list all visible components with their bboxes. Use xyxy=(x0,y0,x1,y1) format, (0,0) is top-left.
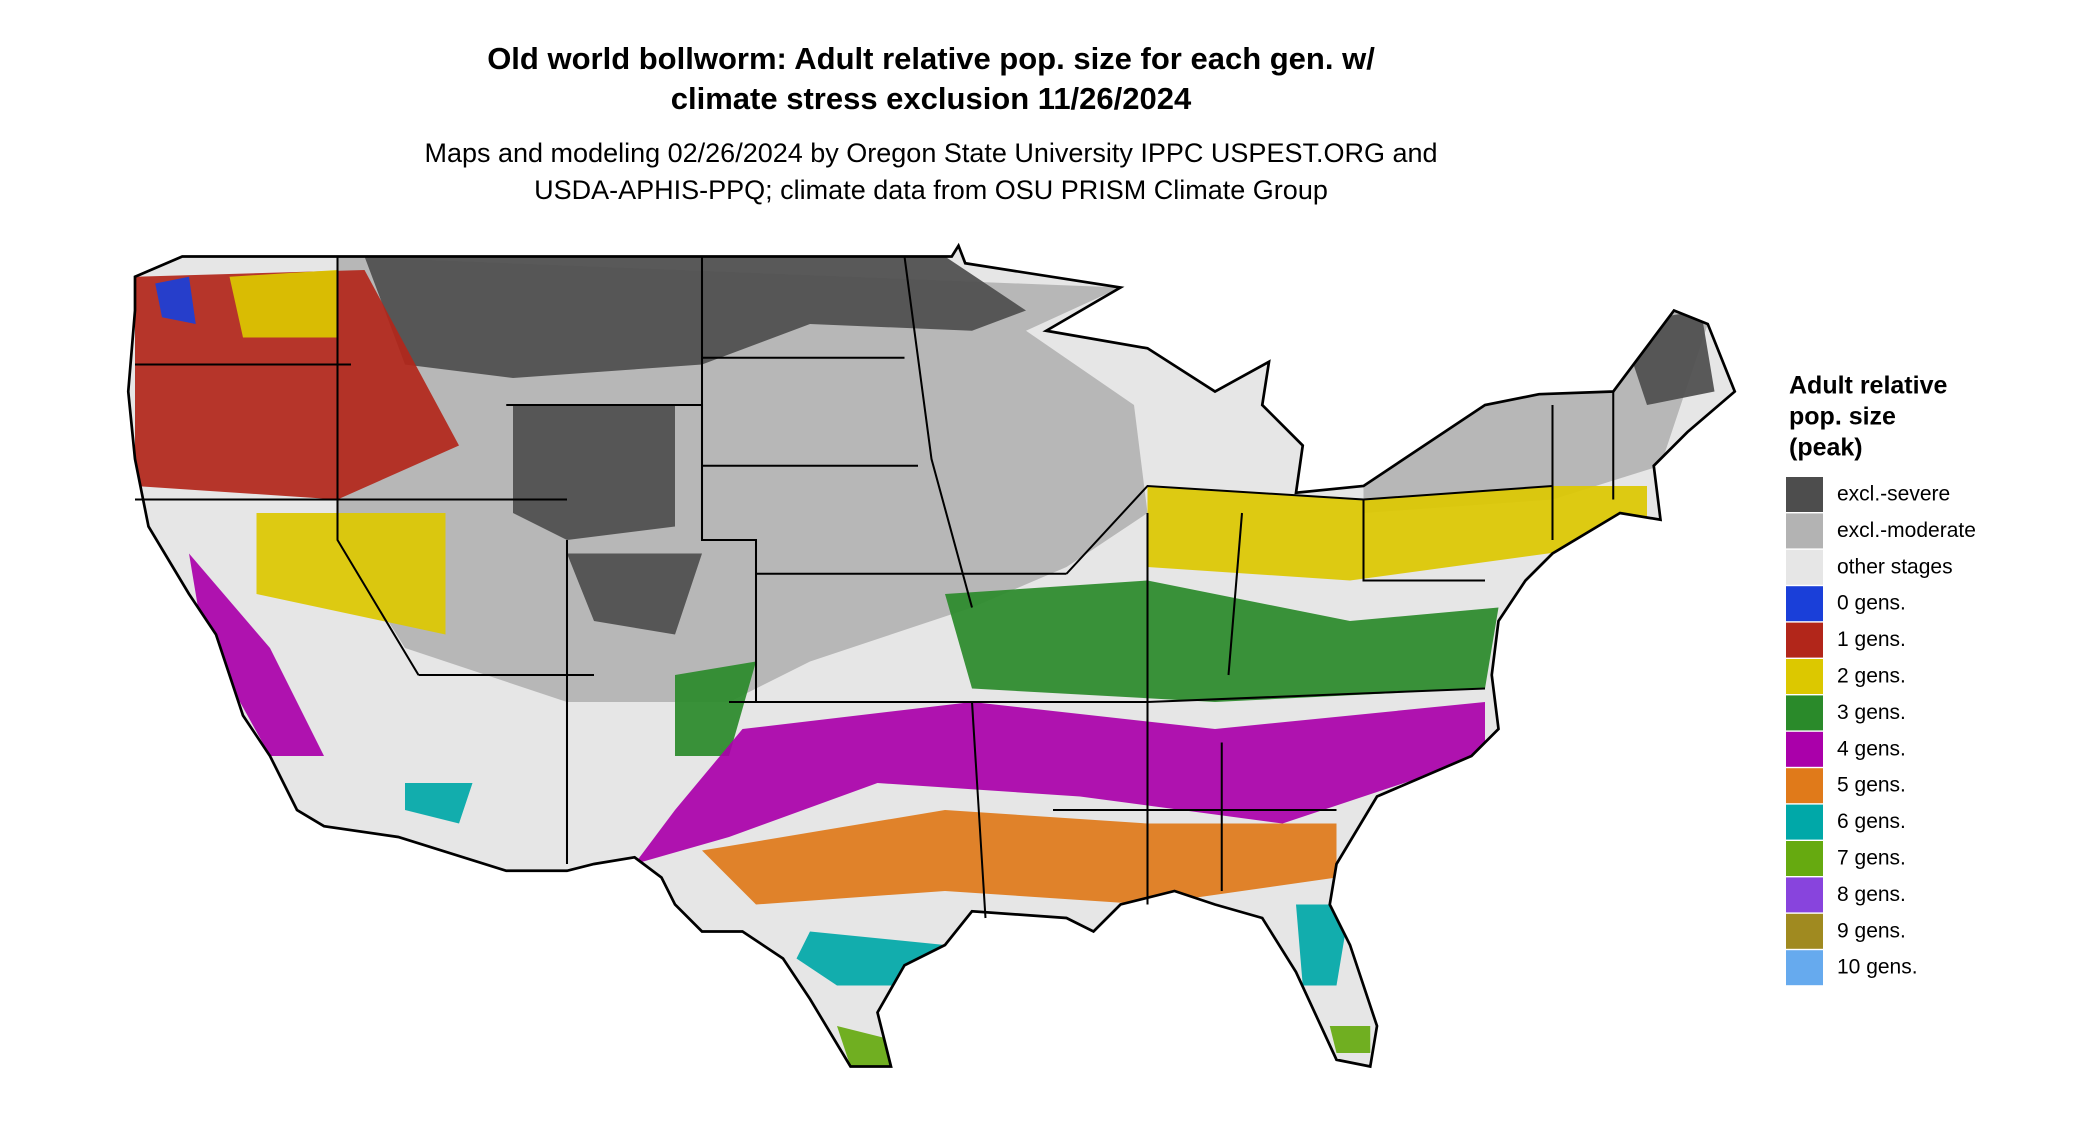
legend-label: 10 gens. xyxy=(1837,956,1918,979)
region xyxy=(675,661,756,756)
legend-title: (peak) xyxy=(1789,434,1863,462)
region xyxy=(1147,486,1647,581)
legend-label: excl.-severe xyxy=(1837,483,1950,506)
state-border xyxy=(506,403,758,703)
legend-swatch xyxy=(1786,841,1823,876)
region xyxy=(1329,1026,1371,1053)
legend-swatch xyxy=(1786,804,1823,840)
legend-swatch xyxy=(1786,513,1823,549)
state-border xyxy=(729,687,1486,704)
legend-swatch xyxy=(1786,695,1823,731)
legend-swatch xyxy=(1786,549,1823,585)
legend-label: 3 gens. xyxy=(1837,701,1906,724)
legend-label: 7 gens. xyxy=(1837,847,1906,870)
legend-title: Adult relative xyxy=(1789,372,1947,400)
legend-label: other stages xyxy=(1837,555,1953,578)
legend-label: 6 gens. xyxy=(1837,810,1906,833)
region xyxy=(634,702,1485,864)
title-line: climate stress exclusion 11/26/2024 xyxy=(671,81,1192,116)
region xyxy=(945,580,1499,702)
legend-swatch xyxy=(1786,477,1823,512)
state-border xyxy=(1065,484,1553,575)
region xyxy=(189,553,324,756)
region xyxy=(1296,904,1350,986)
legend-label: 0 gens. xyxy=(1837,592,1906,615)
state-border xyxy=(1362,499,1486,582)
region xyxy=(229,270,338,338)
legend-label: 4 gens. xyxy=(1837,737,1906,760)
region xyxy=(1330,1067,1371,1087)
regions xyxy=(135,256,1715,1087)
region xyxy=(513,405,675,540)
region xyxy=(837,1026,891,1067)
state-border xyxy=(903,256,973,608)
legend-swatch xyxy=(1786,586,1823,622)
legend-label: excl.-moderate xyxy=(1837,519,1976,542)
legend-swatch xyxy=(1786,622,1823,658)
state-border xyxy=(1227,512,1244,676)
legend-label: 8 gens. xyxy=(1837,883,1906,906)
map xyxy=(126,242,1737,1087)
state-border xyxy=(970,701,987,919)
region xyxy=(364,256,1026,378)
subtitle-line: USDA-APHIS-PPQ; climate data from OSU PR… xyxy=(534,175,1328,205)
legend-title: pop. size xyxy=(1789,403,1896,431)
region xyxy=(567,553,702,635)
region xyxy=(135,270,459,500)
legend-label: 2 gens. xyxy=(1837,665,1906,688)
title-line: Old world bollworm: Adult relative pop. … xyxy=(487,41,1375,76)
legend: Adult relative pop. size (peak) excl.-sever… xyxy=(1786,372,1976,986)
region xyxy=(702,810,1337,905)
legend-label: 5 gens. xyxy=(1837,774,1906,797)
legend-label: 1 gens. xyxy=(1837,628,1906,651)
state-border xyxy=(336,256,420,676)
legend-swatch xyxy=(1786,659,1823,694)
legend-swatch xyxy=(1786,768,1823,804)
legend-swatch xyxy=(1786,731,1823,767)
us-border xyxy=(126,242,1737,1069)
subtitle-line: Maps and modeling 02/26/2024 by Oregon S… xyxy=(424,138,1437,168)
region xyxy=(256,513,446,635)
legend-swatch xyxy=(1786,913,1823,949)
legend-label: 9 gens. xyxy=(1837,919,1906,942)
region xyxy=(155,276,196,324)
legend-swatch xyxy=(1786,877,1823,913)
legend-swatch xyxy=(1786,950,1823,986)
region xyxy=(405,783,473,824)
